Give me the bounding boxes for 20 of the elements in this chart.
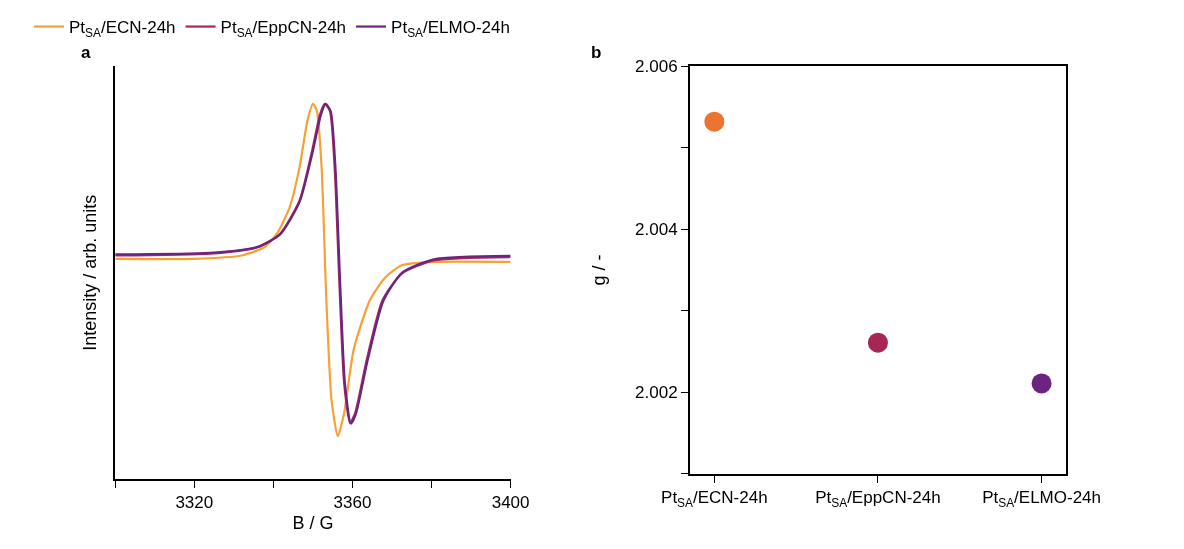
x-axis-title: B / G xyxy=(292,513,334,534)
point xyxy=(704,111,725,132)
y-tick-label: 2.004 xyxy=(635,220,678,240)
legend-label: Pt$_{SA}$/EppCN-24h xyxy=(220,18,347,40)
x-tick-label: Pt$_{SA}$/ECN-24h xyxy=(661,488,768,510)
point xyxy=(1031,373,1052,394)
x-tick-label: Pt$_{SA}$/ELMO-24h xyxy=(982,488,1102,510)
y-tick-label: 2.002 xyxy=(635,383,678,403)
x-tick-label: 3400 xyxy=(491,493,530,513)
chart-title: b xyxy=(591,43,602,62)
x-tick-label: 3360 xyxy=(333,493,372,513)
y-axis-title: g / - xyxy=(588,254,609,286)
x-tick-label: Pt$_{SA}$/EppCN-24h xyxy=(815,488,941,510)
x-tick-label: 3320 xyxy=(175,493,214,513)
y-tick-label: 2.006 xyxy=(635,57,678,77)
y-axis-title: Intensity / arb. units xyxy=(80,194,101,351)
chart-title: a xyxy=(81,43,91,62)
legend-label: Pt$_{SA}$/ELMO-24h xyxy=(391,18,510,40)
point xyxy=(867,332,888,353)
legend-label: Pt$_{SA}$/ECN-24h xyxy=(69,18,176,40)
